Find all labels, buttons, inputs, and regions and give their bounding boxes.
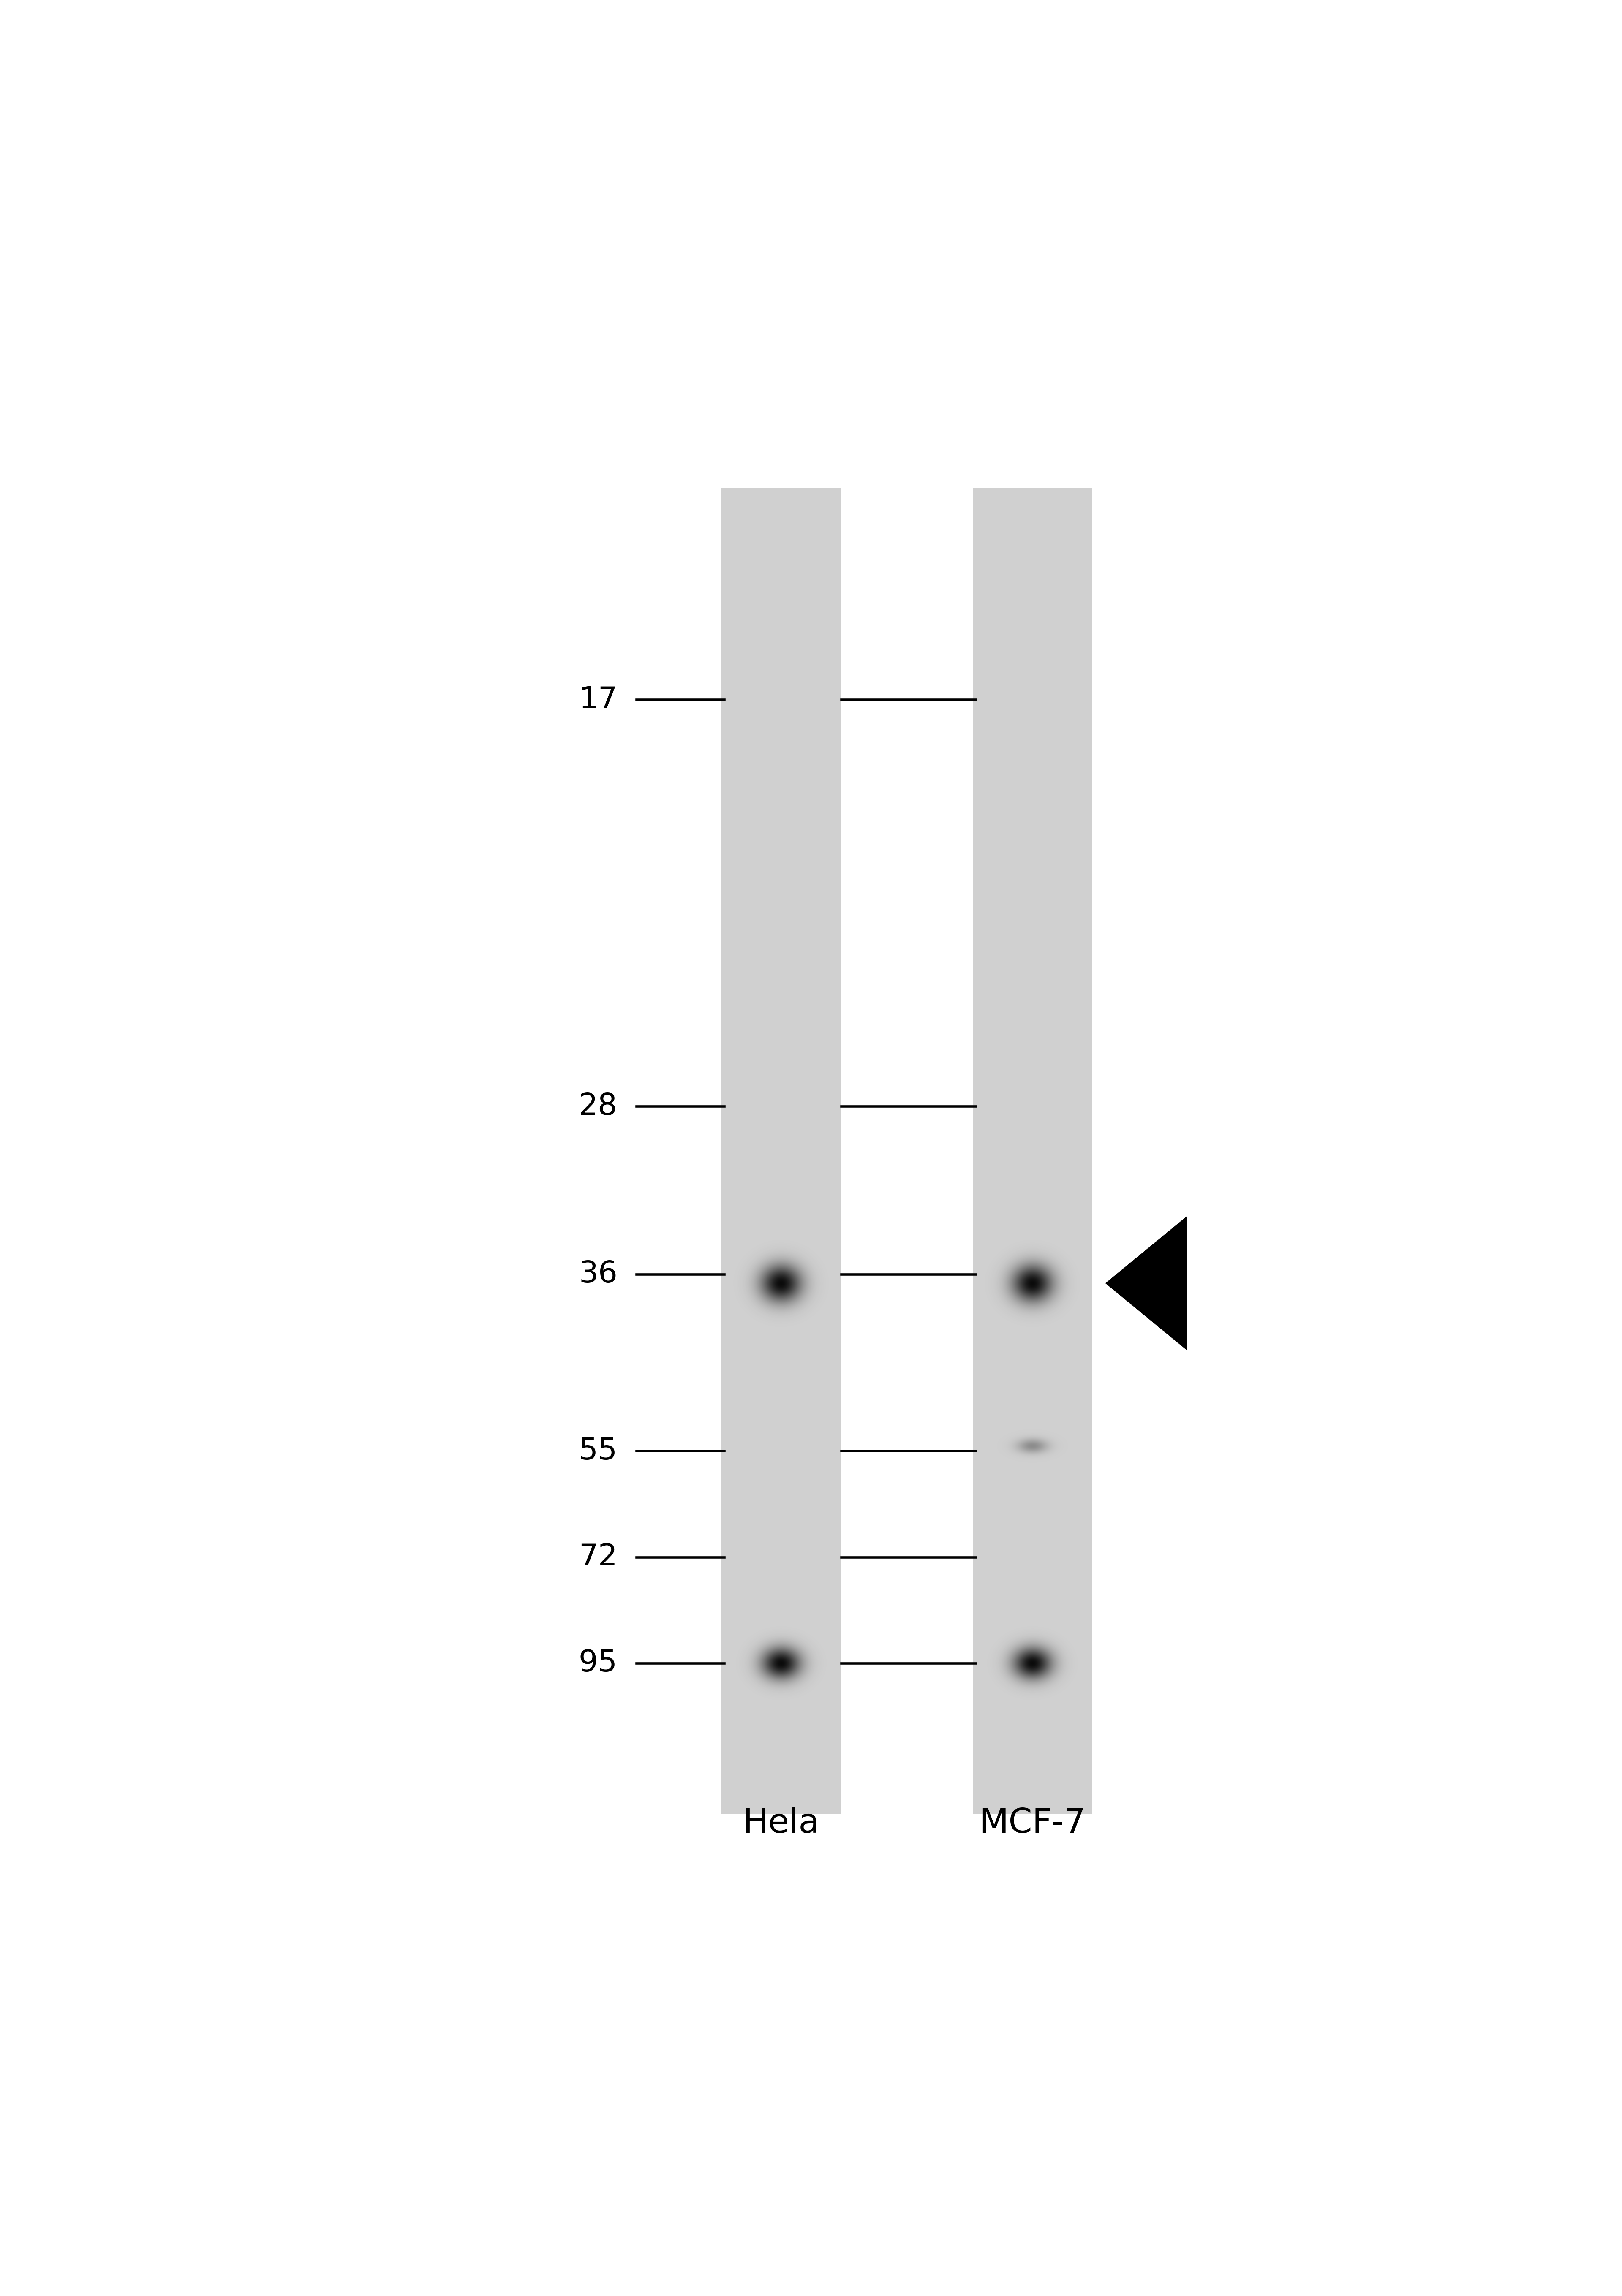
Bar xyxy=(722,487,840,1814)
Text: 95: 95 xyxy=(579,1649,618,1678)
Text: 28: 28 xyxy=(579,1093,618,1120)
Text: 17: 17 xyxy=(579,684,618,714)
Text: 36: 36 xyxy=(579,1261,618,1288)
Text: 55: 55 xyxy=(579,1437,618,1465)
Polygon shape xyxy=(1105,1217,1187,1350)
Bar xyxy=(973,487,1092,1814)
Text: MCF-7: MCF-7 xyxy=(980,1807,1085,1839)
Text: Hela: Hela xyxy=(743,1807,819,1839)
Text: 72: 72 xyxy=(579,1543,618,1573)
